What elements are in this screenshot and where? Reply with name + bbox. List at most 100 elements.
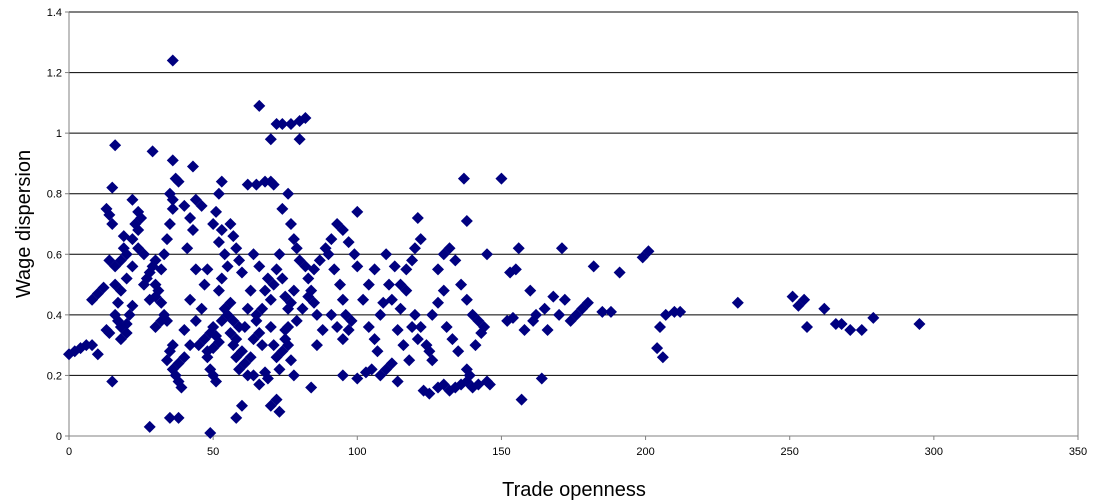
- data-point: [97, 281, 110, 294]
- data-point: [224, 296, 237, 309]
- data-point: [558, 293, 571, 306]
- data-point: [146, 145, 159, 158]
- data-point: [538, 302, 551, 315]
- data-point: [400, 284, 413, 297]
- y-tick-label: 1.4: [47, 7, 62, 19]
- data-point: [267, 339, 280, 352]
- data-point: [460, 293, 473, 306]
- data-point: [163, 187, 176, 200]
- data-point: [212, 284, 225, 297]
- data-point: [336, 333, 349, 346]
- data-point: [253, 99, 266, 112]
- data-point: [161, 354, 174, 367]
- data-point: [276, 272, 289, 285]
- data-point: [818, 302, 831, 315]
- data-point: [674, 305, 687, 318]
- data-point: [247, 248, 260, 261]
- data-point: [253, 260, 266, 273]
- data-point: [547, 290, 560, 303]
- data-point: [443, 242, 456, 255]
- data-point: [336, 224, 349, 237]
- data-point: [155, 296, 168, 309]
- data-point: [112, 296, 125, 309]
- data-point: [555, 242, 568, 255]
- data-point: [210, 205, 223, 218]
- data-point: [403, 354, 416, 367]
- data-point: [158, 248, 171, 261]
- data-point: [126, 260, 139, 273]
- data-point: [287, 233, 300, 246]
- axes: [65, 11, 1079, 440]
- data-point: [166, 202, 179, 215]
- data-point: [867, 311, 880, 324]
- data-point: [276, 345, 289, 358]
- y-tick-label: 0: [56, 431, 62, 443]
- x-tick-labels: 0 50 100 150 200 250 300 350: [66, 446, 1087, 458]
- data-point: [336, 369, 349, 382]
- data-point: [273, 405, 286, 418]
- data-point: [426, 308, 439, 321]
- data-point: [207, 342, 220, 355]
- data-point: [455, 278, 468, 291]
- data-point: [388, 260, 401, 273]
- data-point: [282, 320, 295, 333]
- data-point: [267, 178, 280, 191]
- data-point: [279, 333, 292, 346]
- data-point: [184, 211, 197, 224]
- data-point: [276, 202, 289, 215]
- data-point: [233, 320, 246, 333]
- data-point: [302, 290, 315, 303]
- data-point: [224, 218, 237, 230]
- data-point: [235, 345, 248, 358]
- data-point: [642, 245, 655, 258]
- data-point: [835, 317, 848, 330]
- y-tick-labels: 0 0.2 0.4 0.6 0.8 1 1.2 1.4: [47, 7, 62, 443]
- data-point: [114, 254, 127, 267]
- data-point: [469, 339, 482, 352]
- data-point: [432, 296, 445, 309]
- data-point: [253, 378, 266, 391]
- data-point: [328, 263, 341, 276]
- data-point: [515, 393, 528, 406]
- data-point: [106, 181, 119, 194]
- data-point: [406, 320, 419, 333]
- data-point: [535, 372, 548, 385]
- data-point: [284, 354, 297, 367]
- data-point: [256, 339, 269, 352]
- data-point: [296, 302, 309, 315]
- data-point: [117, 230, 130, 243]
- data-point: [351, 372, 364, 385]
- data-point: [264, 133, 277, 146]
- data-point: [331, 320, 344, 333]
- data-point: [270, 393, 283, 406]
- data-point: [391, 375, 404, 388]
- x-tick-label: 100: [348, 446, 366, 458]
- data-point: [166, 154, 179, 167]
- data-point: [218, 248, 231, 261]
- data-point: [287, 284, 300, 297]
- data-point: [440, 320, 453, 333]
- data-point: [186, 224, 199, 237]
- data-point: [264, 293, 277, 306]
- data-point: [342, 324, 355, 336]
- data-point: [210, 375, 223, 388]
- data-point: [132, 224, 145, 237]
- data-point: [247, 333, 260, 346]
- data-point: [313, 254, 326, 267]
- data-point: [120, 327, 133, 340]
- data-point: [166, 54, 179, 67]
- y-tick-label: 0.8: [47, 189, 62, 201]
- data-point: [227, 230, 240, 243]
- data-point: [362, 278, 375, 291]
- data-point: [241, 369, 254, 382]
- data-point: [172, 175, 185, 188]
- data-point: [553, 308, 566, 321]
- data-point: [308, 263, 321, 276]
- data-point: [163, 218, 176, 230]
- data-point: [651, 342, 664, 355]
- data-point: [166, 339, 179, 352]
- data-point: [287, 369, 300, 382]
- data-point: [215, 224, 228, 237]
- data-point: [186, 160, 199, 173]
- data-point: [284, 296, 297, 309]
